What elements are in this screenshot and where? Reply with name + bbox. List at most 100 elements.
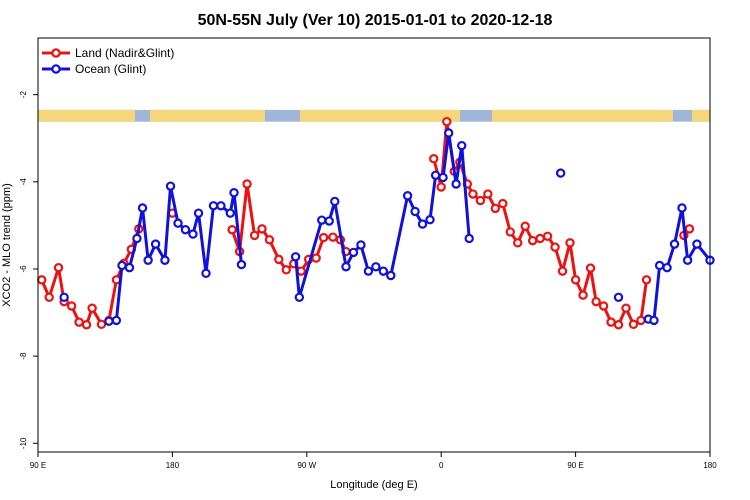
data-point — [430, 170, 441, 180]
data-point — [436, 182, 446, 192]
series-0 — [37, 116, 695, 330]
data-point — [520, 221, 530, 231]
data-point — [150, 239, 161, 249]
data-point — [598, 301, 609, 311]
data-point — [542, 231, 553, 241]
data-point — [425, 215, 435, 225]
data-point — [111, 315, 122, 326]
data-point — [81, 320, 92, 330]
data-point — [557, 266, 568, 276]
data-point — [513, 238, 523, 248]
data-point — [274, 254, 284, 265]
series-1 — [59, 128, 715, 326]
data-point — [662, 262, 672, 273]
data-point — [613, 292, 624, 302]
data-point — [682, 255, 693, 265]
data-point — [621, 303, 631, 313]
legend-label: Ocean (Glint) — [75, 62, 146, 76]
y-tick-label: -4 — [19, 178, 28, 186]
data-point — [227, 225, 237, 235]
data-point — [386, 270, 396, 281]
data-point — [296, 266, 306, 276]
data-point — [311, 253, 321, 263]
data-point — [264, 235, 275, 245]
data-point — [464, 233, 474, 244]
data-point — [641, 275, 652, 285]
data-point — [44, 292, 54, 302]
data-point — [341, 262, 351, 272]
data-point — [378, 266, 389, 276]
data-point — [555, 168, 566, 178]
data-point — [498, 198, 508, 209]
data-point — [483, 189, 493, 199]
data-point — [132, 233, 142, 244]
data-point — [317, 215, 327, 225]
land-segment — [38, 109, 135, 122]
data-point — [74, 317, 84, 327]
data-point — [654, 260, 665, 271]
series-layer — [37, 116, 715, 330]
data-point — [124, 262, 135, 273]
data-point — [328, 232, 338, 242]
x-tick-label: 180 — [166, 461, 180, 470]
data-point — [137, 203, 148, 213]
series-line — [432, 120, 649, 327]
data-point — [565, 238, 575, 248]
data-point — [188, 229, 198, 239]
land-segment — [300, 109, 460, 122]
data-point — [249, 230, 260, 241]
data-point — [649, 315, 659, 326]
data-point — [318, 232, 329, 243]
data-point — [236, 259, 247, 270]
data-point — [475, 195, 486, 206]
data-point — [356, 240, 366, 250]
data-point — [490, 203, 501, 214]
data-point — [59, 292, 69, 302]
data-point — [160, 255, 170, 265]
data-point — [225, 208, 235, 218]
data-point — [535, 233, 545, 244]
y-axis-label: XCO2 - MLO trend (ppm) — [1, 183, 13, 306]
data-point — [143, 255, 153, 265]
data-point — [180, 225, 191, 235]
land-segment — [150, 109, 265, 122]
series-line — [230, 182, 348, 273]
data-point — [692, 239, 702, 249]
data-point — [438, 172, 448, 183]
data-point — [443, 128, 454, 138]
legend-swatch-marker — [51, 48, 61, 58]
data-point — [257, 224, 267, 234]
data-point — [208, 201, 219, 211]
data-point — [242, 179, 252, 189]
data-point — [578, 290, 588, 300]
data-point — [457, 140, 467, 151]
data-point — [165, 181, 176, 191]
data-point — [451, 179, 461, 189]
data-point — [290, 252, 301, 262]
data-point — [53, 262, 64, 273]
y-tick-label: -6 — [19, 265, 28, 273]
data-point — [193, 208, 204, 218]
legend-label: Land (Nadir&Glint) — [75, 46, 174, 60]
x-tick-label: 0 — [439, 461, 444, 470]
x-tick-label: 90 W — [297, 461, 316, 470]
data-point — [410, 206, 420, 217]
data-point — [468, 189, 478, 199]
data-point — [669, 239, 680, 249]
data-point — [505, 227, 515, 237]
data-point — [324, 216, 334, 226]
x-tick-label: 90 E — [567, 461, 583, 470]
data-point — [294, 292, 305, 302]
data-point — [201, 268, 211, 279]
data-point — [591, 296, 601, 307]
data-point — [330, 196, 340, 207]
data-point — [527, 235, 538, 246]
data-point — [87, 303, 97, 313]
data-point — [442, 116, 452, 127]
data-point — [606, 317, 616, 327]
data-point — [117, 260, 127, 271]
data-point — [636, 315, 646, 326]
land-ocean-band — [38, 109, 710, 122]
data-point — [684, 224, 695, 234]
legend-swatch-marker — [51, 64, 61, 74]
